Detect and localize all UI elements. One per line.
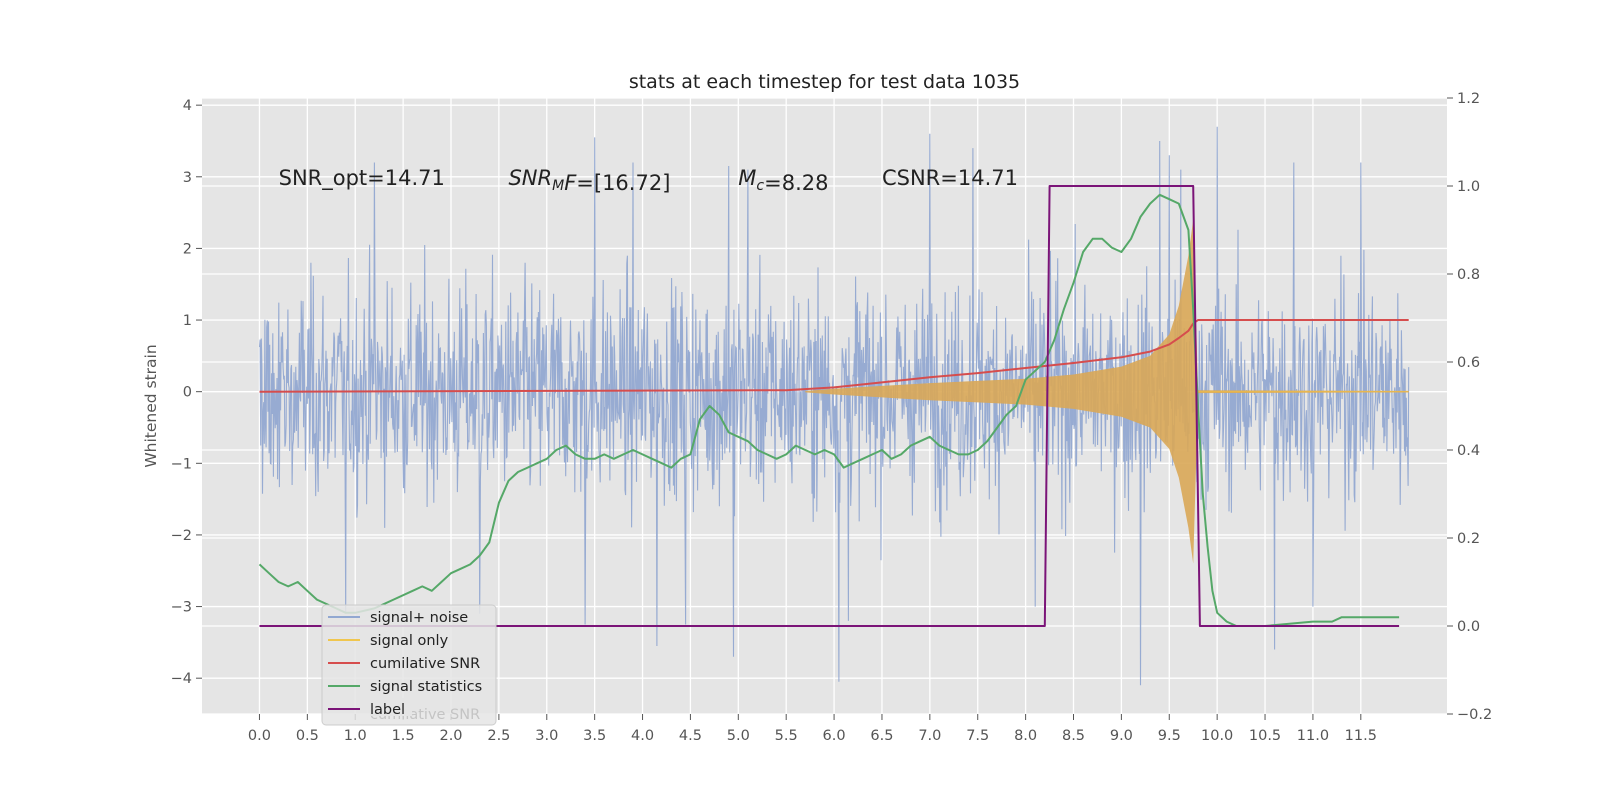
x-tick-label: 10.0 — [1201, 728, 1233, 744]
annotation-1: SNRMF=[16.72] — [508, 166, 670, 195]
y-tick-label: −4 — [171, 671, 192, 687]
series-signal-statistics — [258, 193, 1400, 627]
x-tick-label: 9.0 — [1110, 728, 1133, 744]
legend-label: signal+ noise — [370, 610, 468, 626]
x-tick-label: 11.0 — [1297, 728, 1329, 744]
legend-label: signal only — [370, 633, 449, 649]
series-signal-noise — [258, 126, 1410, 686]
series-signal-only — [805, 219, 1409, 564]
x-tick-label: 1.0 — [344, 728, 367, 744]
x-tick-label: 2.5 — [487, 728, 510, 744]
y2-tick-label: 0.2 — [1457, 531, 1480, 547]
x-tick-label: 4.0 — [631, 728, 654, 744]
x-tick-label: 1.5 — [392, 728, 415, 744]
x-tick-label: 2.0 — [439, 728, 462, 744]
x-tick-label: 6.5 — [870, 728, 893, 744]
legend-label-backing — [370, 698, 412, 716]
y-tick-label: 4 — [183, 98, 192, 114]
y2-tick-label: 0.8 — [1457, 267, 1480, 283]
legend-box — [321, 604, 497, 726]
y-tick-label: 0 — [183, 385, 192, 401]
x-axis: 0.0 0.5 1.0 1.5 2.0 2.5 3.0 3.5 4.0 4.5 5.0 5.5 6.0 6… — [248, 714, 1377, 744]
annotation-0: SNR_opt=14.71 — [279, 166, 445, 191]
y-tick-label: 2 — [183, 241, 192, 257]
y-axis-label: Whitened strain — [142, 344, 160, 467]
x-tick-label: 0.5 — [296, 728, 319, 744]
y2-tick-label: −0.2 — [1457, 707, 1492, 723]
annotation-2: Mc=8.28 — [738, 166, 828, 195]
x-tick-label: 9.5 — [1158, 728, 1181, 744]
annotations: SNR_opt=14.71 SNRMF=[16.72] Mc=8.28 CSNR=14… — [279, 166, 1018, 195]
series-cumilative-snr — [259, 319, 1409, 393]
x-tick-label: 7.5 — [966, 728, 989, 744]
series-label — [259, 185, 1400, 627]
annotation-3: CSNR=14.71 — [882, 166, 1018, 190]
x-tick-label: 7.0 — [918, 728, 941, 744]
x-tick-label: 8.5 — [1062, 728, 1085, 744]
y-tick-label: −1 — [171, 456, 192, 472]
y2-tick-label: 0.6 — [1457, 355, 1480, 371]
x-tick-label: 10.5 — [1249, 728, 1281, 744]
x-tick-label: 3.5 — [583, 728, 606, 744]
y-axis-right: 1.2 1.0 0.8 0.6 0.4 0.2 0.0 −0.2 — [1447, 91, 1492, 723]
legend-label: signal statistics — [370, 679, 482, 695]
x-tick-label: 0.0 — [248, 728, 271, 744]
x-tick-label: 11.5 — [1345, 728, 1377, 744]
y-tick-label: −3 — [171, 600, 192, 616]
legend-label: label — [370, 702, 405, 718]
y-axis-left: 4 3 2 1 0 −1 −2 −3 −4 — [171, 98, 202, 687]
y-tick-label: 1 — [183, 313, 192, 329]
x-tick-label: 3.0 — [535, 728, 558, 744]
y-tick-label: 3 — [183, 170, 192, 186]
x-tick-label: 5.0 — [727, 728, 750, 744]
y2-tick-label: 1.0 — [1457, 179, 1480, 195]
x-tick-label: 4.5 — [679, 728, 702, 744]
y2-tick-label: 0.4 — [1457, 443, 1480, 459]
series-layer — [258, 126, 1410, 686]
y2-tick-label: 1.2 — [1457, 91, 1480, 107]
x-tick-label: 6.0 — [823, 728, 846, 744]
y2-tick-label: 0.0 — [1457, 619, 1480, 635]
x-tick-label: 5.5 — [775, 728, 798, 744]
y-tick-label: −2 — [171, 528, 192, 544]
x-tick-label: 8.0 — [1014, 728, 1037, 744]
legend-label: cumilative SNR — [370, 656, 480, 672]
chart-title: stats at each timestep for test data 103… — [629, 71, 1020, 93]
